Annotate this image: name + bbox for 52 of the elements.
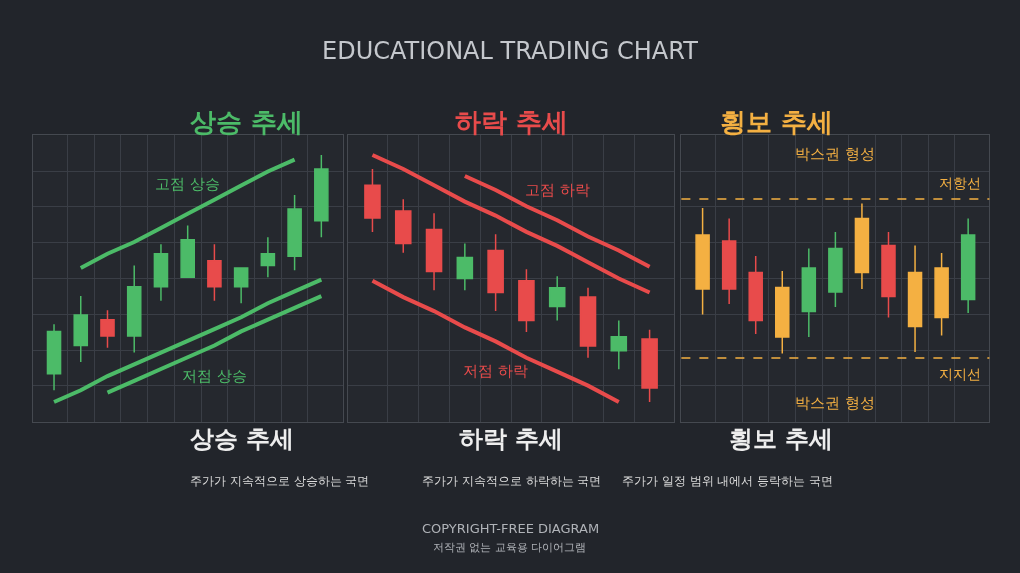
candlestick — [233, 267, 249, 304]
text: EDUCATIONAL TRADING CHART — [322, 37, 699, 65]
text: 주가가 일정 범위 내에서 등락하는 국면 — [622, 474, 834, 488]
candlestick — [775, 270, 790, 355]
candlestick — [46, 323, 62, 391]
candlestick — [425, 212, 443, 291]
annotation: 저점 상승 — [182, 367, 247, 385]
text: COPYRIGHT-FREE DIAGRAM — [422, 521, 600, 536]
candlestick — [487, 233, 504, 312]
text: 주가가 지속적으로 하락하는 국면 — [422, 474, 602, 488]
candlestick — [518, 268, 535, 333]
candlestick — [394, 198, 412, 254]
candlestick — [610, 319, 628, 371]
annotation: 저점 하락 — [463, 362, 528, 380]
annotation: 고점 하락 — [525, 181, 590, 199]
text: 저작권 없는 교육용 다이어그램 — [433, 541, 587, 554]
candlestick — [801, 247, 817, 338]
annotation: 고점 상승 — [155, 175, 220, 193]
chart-title: 횡보 추세 — [720, 107, 834, 137]
candlestick — [287, 194, 302, 271]
text: 박스권 형성 — [795, 145, 875, 163]
text: 주가가 지속적으로 상승하는 국면 — [190, 474, 370, 488]
candlestick — [364, 168, 381, 233]
candlestick — [73, 295, 89, 363]
ref-line-label: 지지선 — [939, 366, 981, 382]
candlestick — [548, 275, 566, 322]
candlestick — [907, 244, 923, 353]
candlestick — [153, 243, 169, 302]
candlestick — [456, 242, 474, 291]
candlestick — [881, 231, 896, 319]
chart-title: 하락 추세 — [455, 107, 569, 137]
candlestick — [100, 309, 115, 349]
candlestick — [579, 287, 597, 359]
candlestick — [854, 202, 870, 290]
ref-line-label: 저항선 — [939, 175, 981, 191]
text: 박스권 형성 — [795, 394, 875, 412]
candlestick — [721, 217, 737, 305]
x-axis-title: 하락 추세 — [459, 425, 564, 453]
candlestick — [260, 236, 276, 279]
candlestick — [314, 154, 329, 239]
candlestick — [207, 243, 222, 302]
candlestick — [748, 255, 763, 335]
x-axis-title: 횡보 추세 — [729, 425, 834, 453]
candlestick — [828, 231, 843, 308]
candlestick — [960, 217, 976, 314]
candlestick — [180, 224, 195, 279]
candlestick — [695, 207, 710, 316]
chart-title: 상승 추세 — [190, 107, 304, 137]
candlestick — [641, 328, 658, 403]
candlestick — [934, 252, 949, 337]
x-axis-title: 상승 추세 — [190, 425, 295, 453]
candlestick — [126, 264, 142, 354]
